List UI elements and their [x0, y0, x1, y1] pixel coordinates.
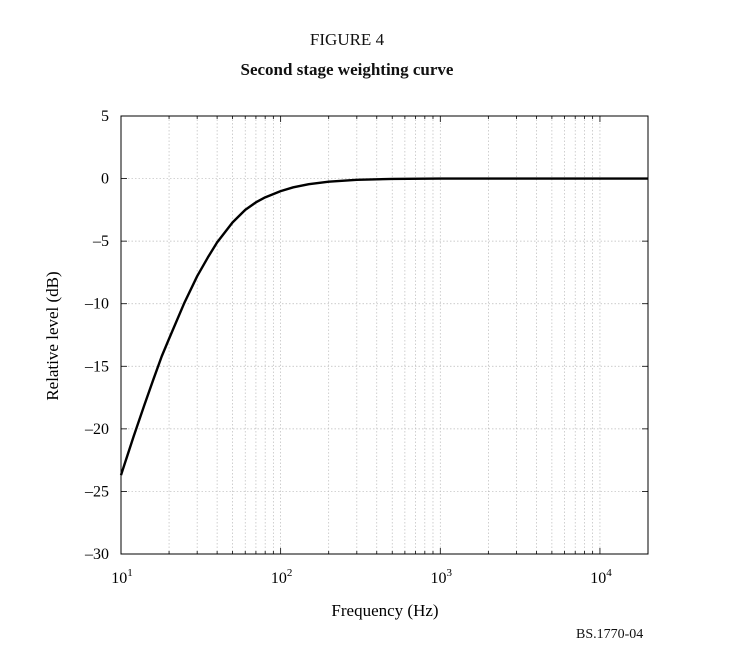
y-tick-labels: 5 0 –5 –10 –15 –20 –25 –30 [84, 108, 109, 563]
y-axis-label: Relative level (dB) [43, 271, 62, 400]
weighting-curve-line [119, 177, 648, 476]
y-tick-label: 0 [101, 171, 109, 188]
y-tick-label: –20 [84, 421, 109, 438]
plot-frame [120, 115, 649, 555]
figure-title: Second stage weighting curve [240, 60, 454, 79]
x-tick-labels: 101 102 103 104 [111, 567, 612, 587]
grid-lines [121, 116, 648, 554]
x-tick-label: 101 [111, 567, 133, 587]
x-tick-label: 104 [590, 567, 612, 587]
y-tick-label: –15 [84, 358, 109, 375]
y-tick-label: 5 [101, 108, 109, 125]
figure-reference: BS.1770-04 [576, 627, 644, 642]
x-axis-label: Frequency (Hz) [331, 601, 438, 620]
y-tick-label: –30 [84, 546, 109, 563]
y-tick-label: –5 [92, 233, 109, 250]
axis-ticks [121, 115, 648, 555]
y-tick-label: –10 [84, 296, 109, 313]
y-tick-label: –25 [84, 483, 109, 500]
x-tick-label: 103 [431, 567, 453, 587]
x-tick-label: 102 [271, 567, 293, 587]
figure-label: FIGURE 4 [309, 30, 385, 49]
